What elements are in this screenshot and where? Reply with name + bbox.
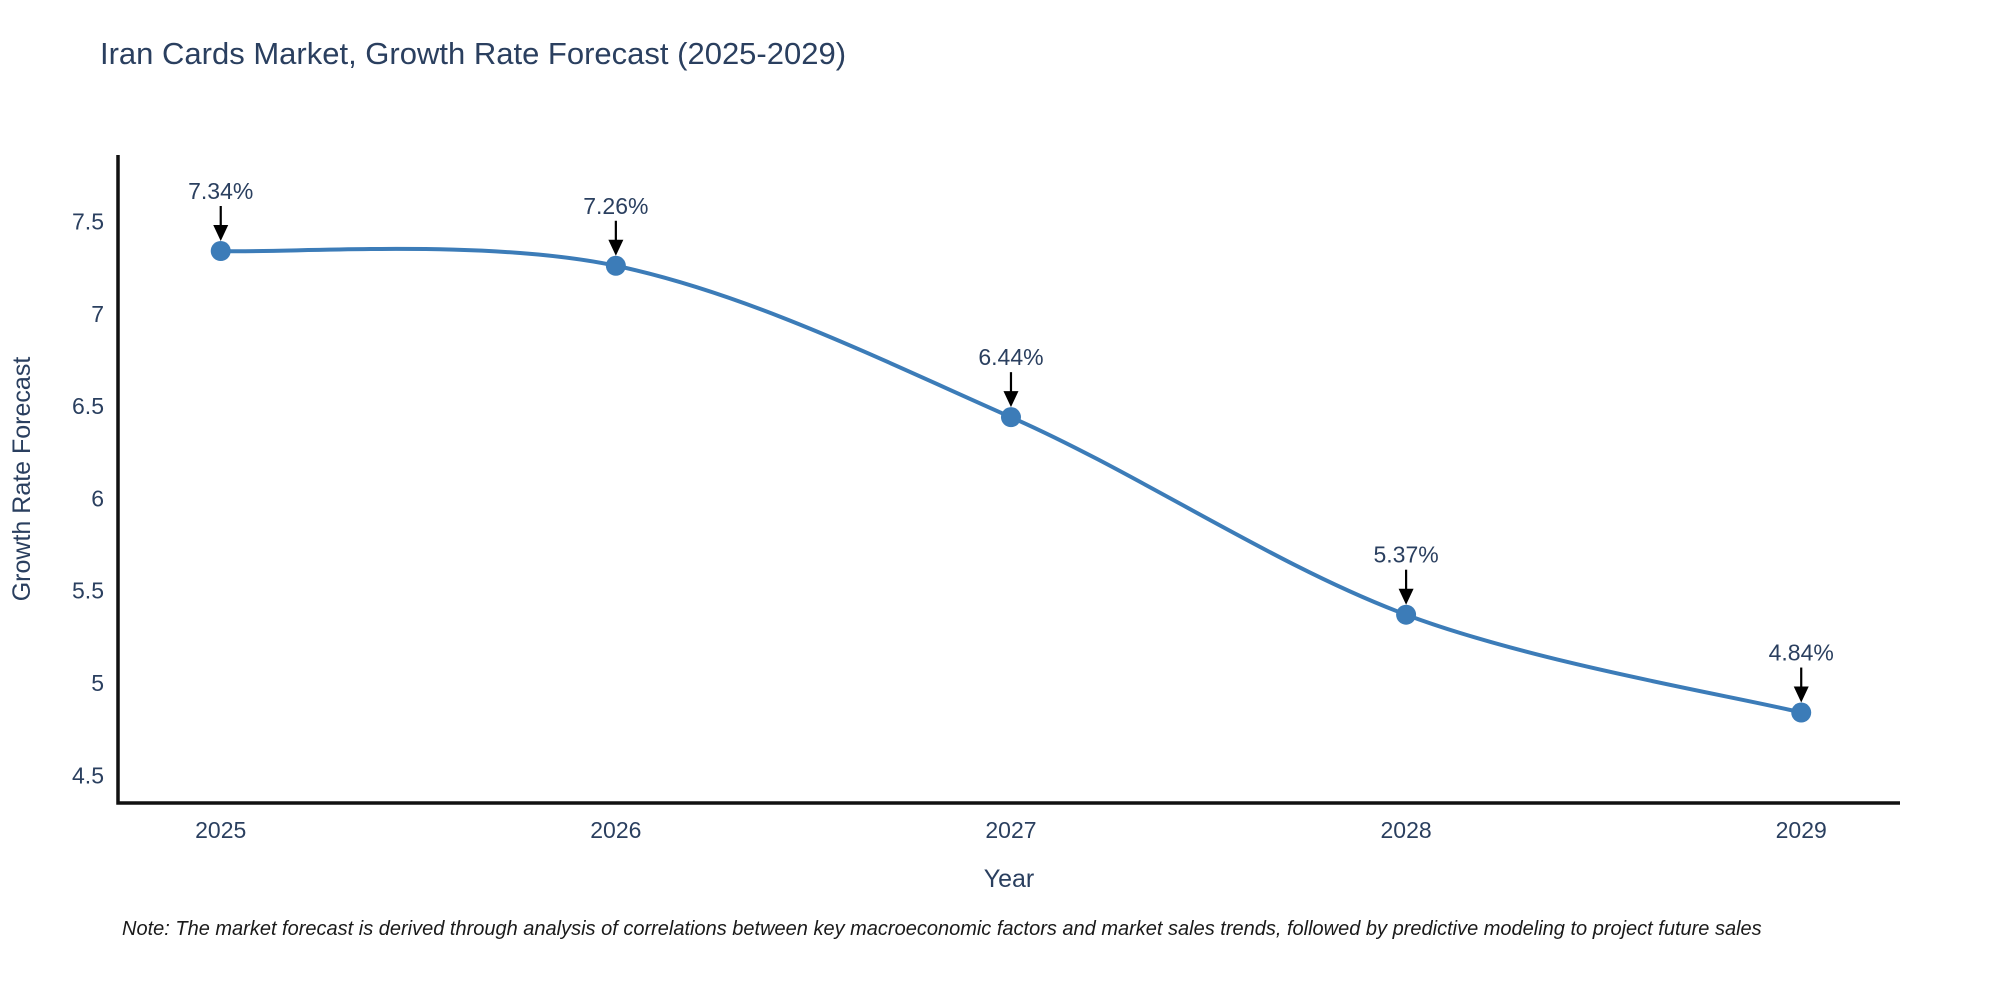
axis-lines xyxy=(116,155,1900,805)
annotation-arrow-head xyxy=(1793,686,1809,703)
data-point-label: 6.44% xyxy=(978,344,1043,370)
data-point-marker xyxy=(1791,702,1812,723)
x-tick-label: 2026 xyxy=(590,817,641,843)
y-tick-label: 6 xyxy=(91,485,104,511)
y-tick-label: 4.5 xyxy=(72,762,104,788)
annotation-arrow-head xyxy=(1398,588,1414,605)
footnote: Note: The market forecast is derived thr… xyxy=(122,918,1762,940)
data-point-label: 5.37% xyxy=(1373,542,1438,568)
y-tick-label: 7.5 xyxy=(72,208,104,234)
x-tick-label: 2027 xyxy=(985,817,1036,843)
annotation-arrow-head xyxy=(213,225,229,241)
y-tick-label: 5.5 xyxy=(72,578,104,604)
data-point-label: 7.34% xyxy=(188,178,253,204)
x-tick-label: 2029 xyxy=(1776,817,1827,843)
data-point-label: 4.84% xyxy=(1769,640,1834,666)
chart-title: Iran Cards Market, Growth Rate Forecast … xyxy=(100,36,847,71)
y-tick-label: 5 xyxy=(91,670,104,696)
trend-line xyxy=(218,246,1804,715)
x-axis-title: Year xyxy=(984,865,1035,893)
x-tick-label: 2025 xyxy=(195,817,246,843)
data-point-marker xyxy=(1000,407,1021,428)
annotation-arrow-head xyxy=(608,239,624,256)
y-axis-title: Growth Rate Forecast xyxy=(8,357,36,602)
x-tick-label: 2028 xyxy=(1381,817,1432,843)
data-point-marker xyxy=(1396,604,1417,625)
data-point-marker xyxy=(605,255,626,276)
data-point-marker xyxy=(210,241,231,261)
annotation-arrow-head xyxy=(1003,391,1019,408)
y-tick-label: 7 xyxy=(91,301,104,327)
y-tick-label: 6.5 xyxy=(72,393,104,419)
data-point-label: 7.26% xyxy=(583,193,648,219)
